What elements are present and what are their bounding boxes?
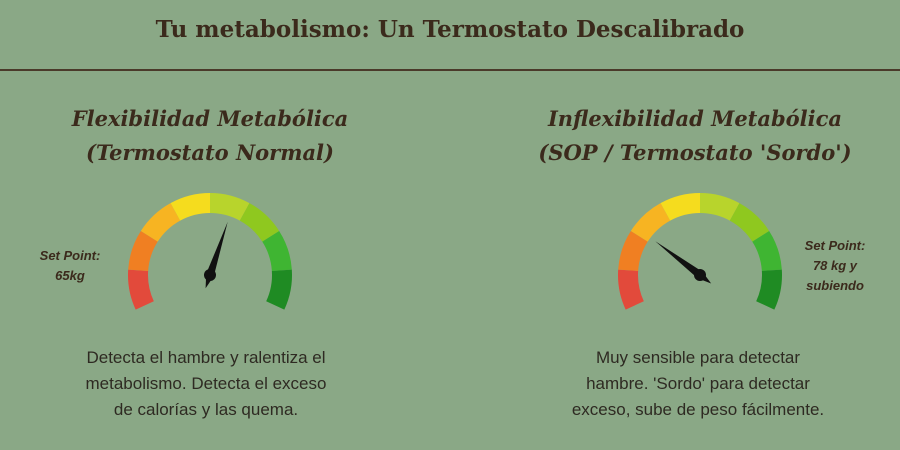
right-setpoint-line2: 78 kg y — [812, 258, 858, 273]
right-panel-title-line2: (SOP / Termostato 'Sordo') — [538, 140, 852, 165]
right-description-line3: exceso, sube de peso fácilmente. — [571, 400, 825, 419]
left-gauge-segment — [266, 269, 292, 310]
left-gauge-segment — [140, 203, 181, 242]
right-panel-title-line1: Inflexibilidad Metabólica — [547, 106, 843, 131]
right-setpoint-label: Set Point: 78 kg y subiendo — [785, 236, 885, 296]
left-panel-title: Flexibilidad Metabólica (Termostato Norm… — [0, 102, 420, 170]
title-divider — [0, 69, 900, 71]
left-description-line2: metabolismo. Detecta el exceso — [85, 374, 327, 393]
right-gauge-segment — [618, 230, 648, 271]
right-setpoint-line3: subiendo — [806, 278, 864, 293]
right-gauge-segment — [618, 269, 644, 310]
left-panel-title-line1: Flexibilidad Metabólica — [71, 106, 349, 131]
left-gauge-segment — [170, 193, 210, 221]
right-gauge-segment — [729, 203, 770, 242]
right-gauge-hub — [694, 269, 706, 281]
left-gauge-segment — [210, 193, 250, 221]
right-description: Muy sensible para detectar hambre. 'Sord… — [528, 345, 868, 423]
left-gauge-hub — [204, 269, 216, 281]
left-gauge-segment — [262, 230, 292, 271]
right-gauge-segment — [756, 269, 782, 310]
left-panel-title-line2: (Termostato Normal) — [86, 140, 334, 165]
left-setpoint-line1: Set Point: — [39, 248, 101, 263]
left-description-line1: Detecta el hambre y ralentiza el — [86, 348, 326, 367]
left-setpoint-label: Set Point: 65kg — [20, 246, 120, 286]
right-gauge-segment — [700, 193, 740, 221]
right-panel-title: Inflexibilidad Metabólica (SOP / Termost… — [485, 102, 900, 170]
left-gauge-segment — [128, 269, 154, 310]
left-setpoint-line2: 65kg — [55, 268, 85, 283]
right-description-line1: Muy sensible para detectar — [595, 348, 801, 367]
right-gauge — [618, 193, 782, 310]
right-gauge-segment — [660, 193, 700, 221]
right-gauge-segment — [630, 203, 671, 242]
left-gauge — [128, 193, 292, 310]
right-gauge-segment — [752, 230, 782, 271]
left-gauge-segment — [128, 230, 158, 271]
right-description-line2: hambre. 'Sordo' para detectar — [586, 374, 810, 393]
page-title: Tu metabolismo: Un Termostato Descalibra… — [155, 16, 745, 43]
left-description-line3: de calorías y las quema. — [113, 400, 299, 419]
right-setpoint-line1: Set Point: — [804, 238, 866, 253]
left-description: Detecta el hambre y ralentiza el metabol… — [36, 345, 376, 423]
left-gauge-segment — [239, 203, 280, 242]
